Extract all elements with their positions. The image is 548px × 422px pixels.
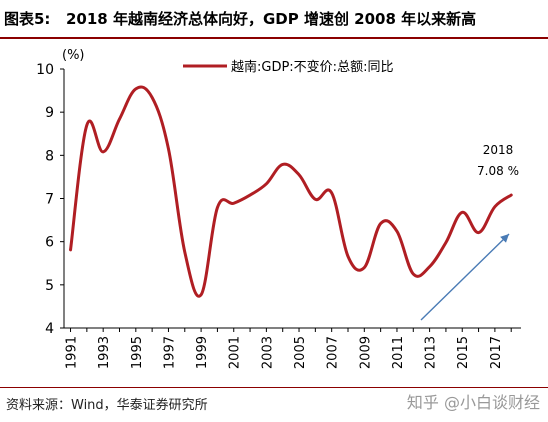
x-tick-label: 2017	[489, 336, 504, 369]
data-point-2008	[346, 255, 349, 258]
data-point-2004	[281, 163, 284, 166]
data-point-2013	[428, 265, 431, 268]
x-tick-label: 2015	[456, 336, 471, 369]
y-tick-label: 9	[45, 105, 54, 121]
annotation-layer: 2018 7.08 %	[420, 143, 519, 321]
data-point-1993	[102, 150, 105, 153]
x-tick-label: 1999	[195, 336, 210, 369]
data-point-2016	[477, 231, 480, 234]
data-point-2014	[444, 241, 447, 244]
data-point-2018	[510, 194, 513, 197]
x-tick-label: 2001	[228, 336, 243, 369]
x-tick-label: 2011	[391, 336, 406, 369]
y-tick-label: 10	[36, 62, 54, 78]
data-point-2015	[461, 211, 464, 214]
watermark-text: 知乎 @小白谈财经	[406, 393, 540, 412]
gdp-growth-line-chart: 4 5 6 7 8 9 10 (%) 1991 1993 1995 1997 1999 2001 2003 2…	[36, 48, 521, 369]
header-rule	[0, 37, 548, 39]
data-point-1991	[69, 248, 72, 251]
x-tick-label: 2013	[424, 336, 439, 369]
x-tick-label: 1997	[162, 336, 177, 369]
data-point-2003	[265, 182, 268, 185]
y-tick-label: 4	[45, 321, 54, 337]
x-tick-label: 1993	[97, 336, 112, 369]
x-tick-label: 2003	[260, 336, 275, 369]
data-point-1998	[183, 251, 186, 254]
figure-header: 图表5: 2018 年越南经济总体向好，GDP 增速创 2008 年以来新高	[0, 0, 548, 36]
source-note: 资料来源：Wind，华泰证券研究所	[6, 398, 208, 413]
data-point-2006	[314, 198, 317, 201]
data-point-1994	[118, 118, 121, 121]
watermark: 知乎 @小白谈财经	[407, 389, 540, 413]
data-point-1995	[134, 87, 137, 90]
data-point-2009	[363, 266, 366, 269]
data-point-2001	[232, 202, 235, 205]
figure-title: 2018 年越南经济总体向好，GDP 增速创 2008 年以来新高	[66, 9, 477, 28]
trend-arrow	[420, 233, 510, 321]
y-tick-label: 7	[45, 192, 54, 208]
series-layer	[69, 85, 513, 298]
annotation-year: 2018	[483, 143, 514, 157]
y-tick-label: 5	[45, 278, 54, 294]
data-point-2005	[298, 173, 301, 176]
data-point-1997	[167, 147, 170, 150]
x-tick-label: 1995	[130, 336, 145, 369]
x-tick-label: 2005	[293, 336, 308, 369]
annotation-value: 7.08 %	[477, 164, 519, 178]
x-tick-label: 1991	[65, 336, 80, 369]
data-point-2000	[216, 206, 219, 209]
legend-label: 越南:GDP:不变价:总额:同比	[231, 59, 393, 75]
series-line-gdp-growth	[69, 85, 513, 298]
y-tick-label: 6	[45, 235, 54, 251]
data-point-2010	[379, 222, 382, 225]
x-tick-label: 2007	[326, 336, 341, 369]
y-axis-unit-label: (%)	[62, 48, 85, 63]
figure-label: 图表5:	[4, 9, 51, 28]
legend: 越南:GDP:不变价:总额:同比	[183, 59, 393, 75]
data-point-2002	[249, 194, 252, 197]
data-point-1999	[200, 293, 203, 296]
footer-rule	[0, 387, 548, 388]
axes: 4 5 6 7 8 9 10 (%) 1991 1993 1995 1997 1999 2001 2003 2…	[36, 48, 521, 369]
x-tick-label: 2009	[358, 336, 373, 369]
data-point-2007	[330, 191, 333, 194]
data-point-1996	[151, 96, 154, 99]
data-point-2012	[412, 273, 415, 276]
data-point-2011	[395, 230, 398, 233]
data-point-2017	[493, 205, 496, 208]
y-tick-label: 8	[45, 148, 54, 164]
data-point-1992	[85, 124, 88, 127]
